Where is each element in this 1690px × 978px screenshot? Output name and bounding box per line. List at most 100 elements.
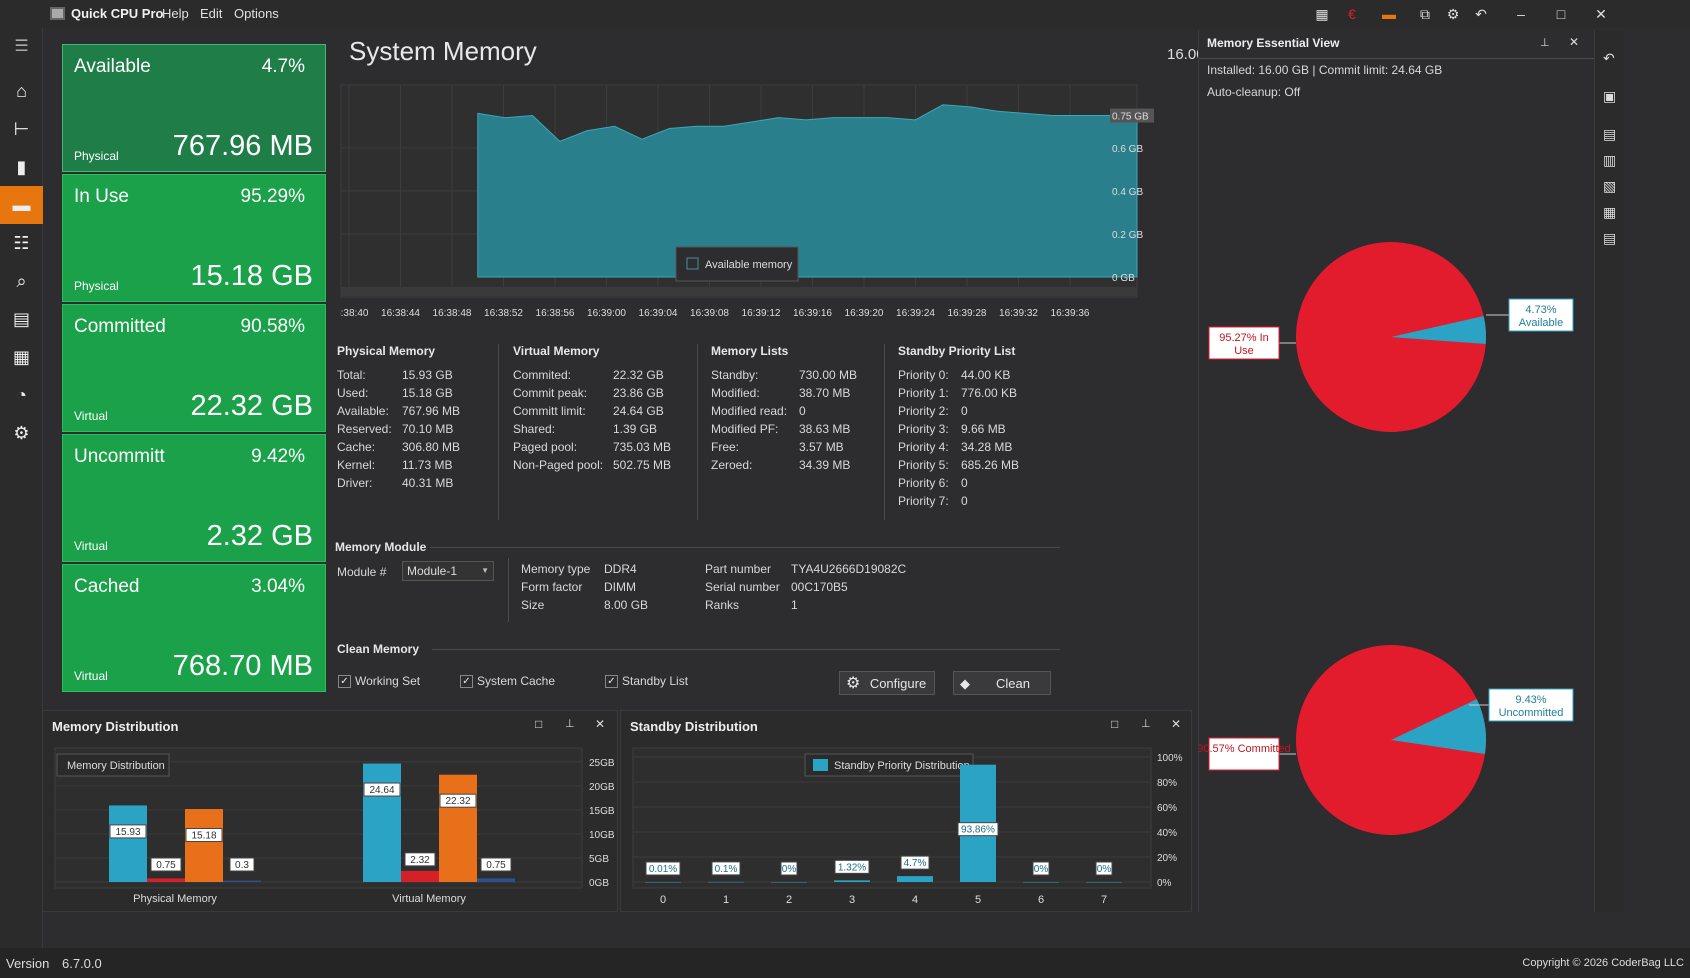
bar[interactable] <box>439 774 477 882</box>
grid-icon[interactable]: ▦ <box>1603 204 1617 220</box>
bar[interactable] <box>708 881 744 883</box>
stat-key: Total: <box>337 368 366 382</box>
bar[interactable] <box>771 882 807 883</box>
card-title: Uncommitt <box>74 446 165 467</box>
legend-label: Memory Distribution <box>67 760 165 772</box>
close-icon[interactable]: ✕ <box>1595 6 1607 22</box>
card-uncommitt[interactable]: Uncommitt 9.42% Virtual 2.32 GB <box>62 434 326 562</box>
checkbox[interactable]: ✓ <box>605 675 618 689</box>
bar[interactable] <box>109 805 147 882</box>
card-committed[interactable]: Committed 90.58% Virtual 22.32 GB <box>62 304 326 432</box>
stat-row: Standby: 730.00 MB <box>711 366 881 384</box>
card-sub: Physical <box>74 149 119 163</box>
table-settings-icon[interactable]: ☷ <box>13 233 30 253</box>
card-available[interactable]: Available 4.7% Physical 767.96 MB <box>62 44 326 172</box>
chart-export-icon[interactable]: ⧉ <box>1420 6 1430 22</box>
pin-icon[interactable]: ⊥ <box>1141 718 1151 730</box>
bar[interactable] <box>401 870 439 882</box>
pie-label: 4.73% <box>1525 304 1556 316</box>
checkbox[interactable]: ✓ <box>338 675 351 689</box>
undo-icon[interactable]: ↶ <box>1603 50 1615 66</box>
undo-icon[interactable]: ↶ <box>1475 6 1487 22</box>
bar-chart-icon[interactable]: ▮ <box>16 157 27 177</box>
bar[interactable] <box>185 809 223 882</box>
minimize-icon[interactable]: – <box>1517 6 1525 22</box>
pin-icon[interactable]: ⊥ <box>565 718 575 730</box>
module-select[interactable]: Module-1 ▼ <box>402 561 494 581</box>
bar[interactable] <box>363 763 401 882</box>
check-system-cache[interactable]: ✓ System Cache <box>460 672 555 690</box>
grid-icon[interactable]: ▦ <box>12 347 30 367</box>
tree-icon[interactable]: ⊢ <box>13 119 30 139</box>
chart-scrollbar[interactable] <box>341 287 1137 296</box>
menu-help[interactable]: Help <box>162 6 189 21</box>
menu-options[interactable]: Options <box>234 6 279 21</box>
gear-icon[interactable]: ⚙ <box>13 423 30 443</box>
apps-grid-icon[interactable]: ▦ <box>1315 6 1329 22</box>
currency-icon[interactable]: € <box>1348 6 1356 22</box>
clean-memory-title: Clean Memory <box>337 642 420 656</box>
book-icon[interactable]: ▤ <box>12 309 30 329</box>
clean-button[interactable]: ◆ Clean <box>953 671 1051 695</box>
stat-value: 776.00 KB <box>961 386 1018 400</box>
legend-checkbox[interactable] <box>686 257 699 270</box>
pie-slice-small[interactable] <box>1391 315 1486 345</box>
close-panel-icon[interactable]: ✕ <box>595 717 606 731</box>
check-label: System Cache <box>477 674 556 688</box>
table-icon[interactable]: ▤ <box>1603 126 1617 142</box>
settings-export-icon[interactable]: ⚙ <box>1446 6 1460 22</box>
pie-slice-small[interactable] <box>1391 699 1486 755</box>
bar[interactable] <box>147 878 185 882</box>
theme-icon[interactable]: ▬ <box>1382 6 1396 22</box>
bar[interactable] <box>897 876 933 882</box>
layout-icon[interactable]: ▣ <box>1603 88 1617 104</box>
card-sub: Virtual <box>74 539 108 553</box>
check-working-set[interactable]: ✓ Working Set <box>338 672 420 690</box>
bar[interactable] <box>223 880 261 882</box>
left-sidebar: ☰ ⌂ ⊢ ▮ ▬ ☷ ⌕ ▤ ▦ ◔ ⚙ <box>0 28 43 948</box>
bar[interactable] <box>645 881 681 883</box>
check-standby-list[interactable]: ✓ Standby List <box>605 672 688 690</box>
menu-edit[interactable]: Edit <box>200 6 223 21</box>
configure-label: Configure <box>869 676 927 691</box>
category-label: 2 <box>786 894 792 906</box>
configure-button[interactable]: ⚙ Configure <box>839 671 935 695</box>
memory-icon[interactable]: ▬ <box>0 186 43 224</box>
stat-key: Modified read: <box>711 404 788 418</box>
check-label: Standby List <box>622 674 689 688</box>
panel-icon[interactable]: ▧ <box>1603 178 1617 194</box>
module-info-1: Memory type DDR4 Form factor DIMM Size 8.00… <box>521 560 691 614</box>
bar[interactable] <box>834 880 870 882</box>
installed-info: Installed: 16.00 GB | Commit limit: 24.6… <box>1207 63 1443 77</box>
close-panel-icon[interactable]: ✕ <box>1569 35 1580 49</box>
module-value: 1 <box>791 598 798 612</box>
chart-legend-box <box>675 246 799 282</box>
stat-key: Priority 0: <box>898 368 949 382</box>
details-icon[interactable]: ▤ <box>1603 230 1617 246</box>
maximize-icon[interactable]: □ <box>1556 6 1566 22</box>
home-icon[interactable]: ⌂ <box>16 81 27 101</box>
search-doc-icon[interactable]: ⌕ <box>16 271 27 291</box>
bar[interactable] <box>477 878 515 882</box>
checkbox[interactable]: ✓ <box>460 675 473 689</box>
memory-lists-list: Standby: 730.00 MB Modified: 38.70 MB Modi… <box>711 366 881 474</box>
pin-icon[interactable]: ⊥ <box>1540 37 1550 49</box>
bar-label: 0% <box>782 864 797 875</box>
gauge-icon[interactable]: ◔ <box>16 385 27 405</box>
maximize-panel-icon[interactable]: □ <box>535 717 543 731</box>
card-in-use[interactable]: In Use 95.29% Physical 15.18 GB <box>62 174 326 302</box>
title-bar: Quick CPU Pro Help Edit Options ▦ € ▬ ⧉ … <box>0 0 1690 28</box>
bar[interactable] <box>1086 882 1122 883</box>
stat-row: Committ limit: 24.64 GB <box>513 402 693 420</box>
chart-legend-box <box>56 753 170 777</box>
bar[interactable] <box>1023 882 1059 883</box>
close-panel-icon[interactable]: ✕ <box>1171 717 1182 731</box>
hamburger-icon[interactable]: ☰ <box>14 38 29 55</box>
list-icon[interactable]: ▥ <box>1603 152 1617 168</box>
stat-value: 685.26 MB <box>961 458 1020 472</box>
maximize-panel-icon[interactable]: □ <box>1111 717 1119 731</box>
card-cached[interactable]: Cached 3.04% Virtual 768.70 MB <box>62 564 326 692</box>
stat-value: 11.73 MB <box>402 458 453 472</box>
bar-label: 15.18 <box>191 831 216 842</box>
card-sub: Virtual <box>74 669 108 683</box>
